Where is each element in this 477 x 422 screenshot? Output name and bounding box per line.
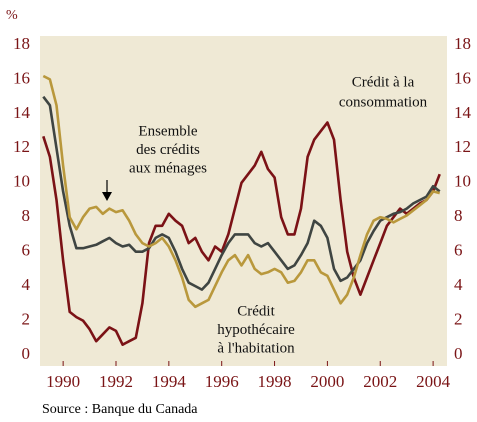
y2-tick-label: 14 [454, 103, 472, 122]
y2-tick-label: 6 [454, 241, 463, 260]
y-tick-label: 12 [13, 137, 30, 156]
y-tick-label: 0 [22, 344, 31, 363]
x-tick-label: 2000 [310, 372, 344, 391]
x-tick-label: 1992 [99, 372, 133, 391]
source-note: Source : Banque du Canada [42, 402, 198, 417]
y-unit: % [6, 8, 18, 23]
annotation: aux ménages [129, 160, 207, 176]
y-tick-label: 8 [22, 206, 31, 225]
x-tick-label: 2002 [363, 372, 397, 391]
y-tick-label: 16 [13, 68, 30, 87]
annotation: hypothécaire [217, 322, 295, 338]
y2-tick-label: 10 [454, 172, 471, 191]
arrow [102, 180, 112, 201]
y-tick-label: 2 [22, 309, 31, 328]
y2-tick-label: 2 [454, 309, 463, 328]
y-tick-label: 6 [22, 241, 31, 260]
annotation: consommation [339, 94, 428, 110]
annotation: Ensemble [138, 123, 197, 139]
y2-tick-label: 4 [454, 275, 463, 294]
y2-tick-label: 8 [454, 206, 463, 225]
annotation: Crédit [237, 303, 275, 319]
x-tick-label: 1990 [46, 372, 80, 391]
x-tick-label: 1994 [152, 372, 187, 391]
series-line [42, 95, 441, 291]
y2-tick-label: 0 [454, 344, 463, 363]
annotation: des crédits [136, 142, 200, 158]
y2-tick-label: 18 [454, 34, 471, 53]
y-tick-label: 4 [22, 275, 31, 294]
y-tick-label: 10 [13, 172, 30, 191]
annotation: Crédit à la [352, 74, 415, 90]
series-line [42, 74, 441, 309]
x-tick-label: 1998 [258, 372, 292, 391]
x-tick-label: 2004 [416, 372, 451, 391]
annotation: à l'habitation [217, 340, 295, 356]
y2-tick-label: 12 [454, 137, 471, 156]
series-line [42, 121, 441, 346]
plot-background [40, 36, 447, 366]
y-tick-label: 14 [13, 103, 31, 122]
y2-tick-label: 16 [454, 68, 471, 87]
y-tick-label: 18 [13, 34, 30, 53]
x-tick-label: 1996 [205, 372, 239, 391]
